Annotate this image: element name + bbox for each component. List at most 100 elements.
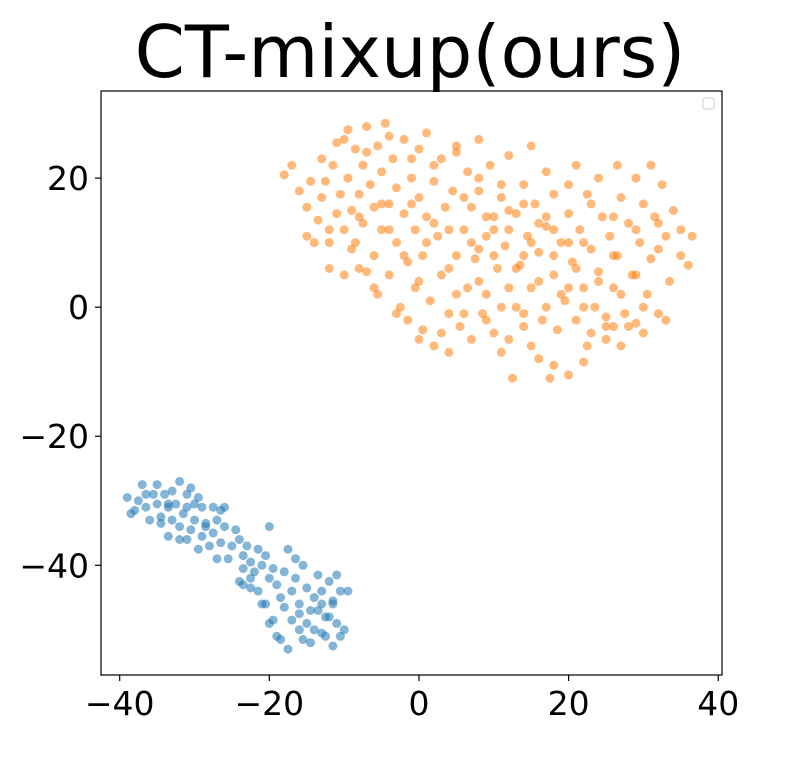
data-point-series-2 <box>657 180 667 190</box>
data-point-series-2 <box>444 225 454 235</box>
data-point-series-2 <box>474 186 484 196</box>
data-point-series-2 <box>414 144 424 154</box>
data-point-series-2 <box>579 357 589 367</box>
data-point-series-2 <box>392 309 401 319</box>
data-point-series-2 <box>624 322 633 331</box>
data-point-series-2 <box>339 270 349 280</box>
data-point-series-2 <box>571 264 581 273</box>
data-point-series-2 <box>504 334 514 344</box>
data-point-series-2 <box>354 212 364 222</box>
data-point-series-2 <box>339 225 349 235</box>
data-point-series-2 <box>564 180 574 190</box>
data-point-series-2 <box>414 276 424 286</box>
data-point-series-1 <box>261 551 271 561</box>
data-point-series-2 <box>687 231 697 241</box>
x-tick-label: −20 <box>235 684 305 723</box>
data-point-series-2 <box>358 218 368 228</box>
data-point-series-2 <box>541 212 551 222</box>
data-point-series-2 <box>526 341 536 351</box>
data-point-series-2 <box>384 225 394 235</box>
data-point-series-2 <box>590 302 600 312</box>
data-point-series-1 <box>313 570 323 580</box>
data-point-series-2 <box>451 141 461 151</box>
data-point-series-2 <box>504 225 514 235</box>
data-point-series-1 <box>276 635 286 644</box>
data-point-series-2 <box>444 309 454 319</box>
data-point-series-2 <box>534 218 544 228</box>
data-point-series-2 <box>418 251 428 261</box>
data-point-series-2 <box>609 212 618 222</box>
data-point-series-2 <box>369 283 379 293</box>
data-point-series-2 <box>422 212 431 222</box>
data-point-series-2 <box>407 199 416 209</box>
data-point-series-1 <box>193 493 203 502</box>
data-point-series-2 <box>609 283 618 293</box>
data-point-series-1 <box>324 612 334 622</box>
data-point-series-1 <box>223 554 233 564</box>
data-point-series-2 <box>616 193 626 202</box>
data-point-series-2 <box>313 215 323 225</box>
data-point-series-1 <box>163 499 173 509</box>
data-point-series-1 <box>257 560 267 570</box>
data-point-series-2 <box>534 354 544 364</box>
data-point-series-2 <box>601 334 611 344</box>
data-point-series-2 <box>466 334 476 344</box>
data-point-series-2 <box>541 222 551 231</box>
data-point-series-2 <box>519 309 529 319</box>
data-point-series-2 <box>653 218 663 228</box>
data-point-series-1 <box>133 496 143 506</box>
data-point-series-1 <box>335 631 345 641</box>
data-point-series-2 <box>287 160 297 170</box>
y-tick-label: 20 <box>47 159 89 198</box>
data-point-series-1 <box>246 557 256 567</box>
data-point-series-2 <box>459 309 469 319</box>
data-point-series-2 <box>436 270 446 280</box>
data-point-series-1 <box>294 625 304 635</box>
data-point-series-2 <box>631 173 641 183</box>
data-point-series-2 <box>586 199 596 209</box>
x-tick-label: −40 <box>85 684 155 723</box>
data-point-series-2 <box>347 244 357 254</box>
data-point-series-2 <box>306 176 315 186</box>
data-point-series-2 <box>384 131 394 141</box>
chart-title: CT-mixup(ours) <box>134 10 686 94</box>
data-point-series-1 <box>231 525 241 535</box>
data-point-series-2 <box>463 167 473 177</box>
data-point-series-2 <box>350 144 360 154</box>
data-point-series-2 <box>549 225 559 235</box>
data-point-series-2 <box>384 270 394 280</box>
legend-marker-frame <box>702 97 715 110</box>
data-point-series-2 <box>579 302 589 312</box>
data-point-series-2 <box>511 209 521 219</box>
data-point-series-2 <box>582 189 592 199</box>
data-point-series-2 <box>302 202 312 212</box>
data-point-series-2 <box>436 328 446 338</box>
data-point-series-2 <box>683 260 693 270</box>
data-point-series-2 <box>504 205 514 215</box>
data-point-series-2 <box>519 251 529 261</box>
data-point-series-2 <box>347 205 357 215</box>
data-point-series-2 <box>564 283 574 293</box>
data-point-series-2 <box>429 218 439 228</box>
data-point-series-1 <box>298 635 308 644</box>
data-point-series-2 <box>399 251 409 261</box>
data-point-series-1 <box>167 515 177 525</box>
data-point-series-2 <box>339 134 349 144</box>
data-point-series-1 <box>145 515 155 525</box>
data-point-series-1 <box>167 486 177 496</box>
data-point-series-2 <box>552 325 562 335</box>
data-point-series-2 <box>594 276 603 286</box>
data-point-series-2 <box>519 180 529 190</box>
data-point-series-2 <box>526 141 536 151</box>
data-point-series-1 <box>294 599 304 609</box>
data-point-series-1 <box>264 522 274 532</box>
data-point-series-2 <box>436 154 446 164</box>
data-point-series-1 <box>283 644 293 654</box>
data-point-series-2 <box>508 373 517 383</box>
data-point-series-1 <box>309 593 319 603</box>
data-point-series-2 <box>474 134 484 144</box>
data-point-series-2 <box>526 283 536 293</box>
data-point-series-2 <box>612 160 622 170</box>
data-point-series-2 <box>594 267 603 277</box>
